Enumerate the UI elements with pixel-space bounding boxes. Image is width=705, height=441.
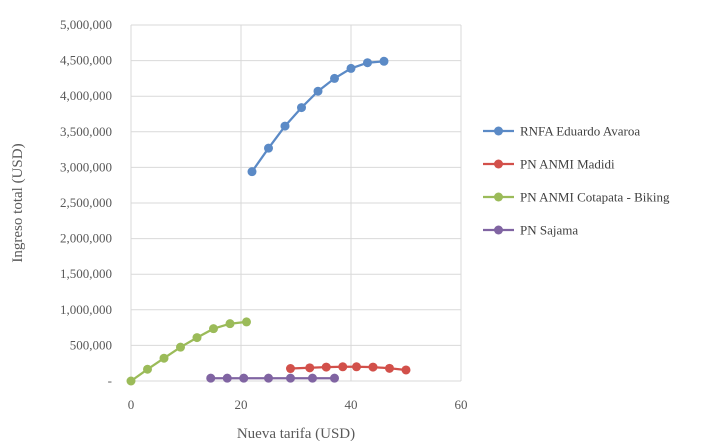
data-point bbox=[330, 73, 339, 83]
data-point bbox=[368, 362, 378, 372]
data-point bbox=[239, 373, 249, 383]
legend-item: PN ANMI Cotapata - Biking bbox=[483, 190, 670, 205]
data-point bbox=[126, 376, 136, 386]
data-point bbox=[225, 319, 235, 329]
data-point bbox=[338, 362, 348, 372]
data-point bbox=[280, 121, 290, 131]
y-tick-label: 500,000 bbox=[70, 337, 112, 352]
y-tick-label: 4,500,000 bbox=[60, 53, 112, 68]
data-point bbox=[264, 373, 273, 383]
series-1 bbox=[286, 362, 411, 375]
y-axis-ticks: - 500,000 1,000,000 1,500,000 2,000,000 2,500… bbox=[60, 17, 112, 388]
data-point bbox=[297, 103, 306, 113]
data-point bbox=[305, 363, 315, 373]
legend-marker bbox=[494, 192, 503, 202]
data-point bbox=[401, 365, 411, 375]
data-point bbox=[330, 373, 339, 383]
series-0 bbox=[247, 56, 389, 177]
x-axis-title: Nueva tarifa (USD) bbox=[237, 426, 355, 441]
series-3 bbox=[206, 373, 339, 383]
y-tick-label: - bbox=[108, 373, 112, 388]
legend-label: PN Sajama bbox=[520, 223, 578, 238]
data-point bbox=[222, 373, 232, 383]
data-point bbox=[159, 353, 169, 363]
y-tick-label: 2,000,000 bbox=[60, 231, 112, 246]
y-tick-label: 1,000,000 bbox=[60, 302, 112, 317]
data-point bbox=[286, 373, 295, 383]
legend-label: PN ANMI Cotapata - Biking bbox=[520, 190, 670, 205]
data-point bbox=[206, 373, 216, 383]
data-point bbox=[379, 56, 389, 66]
legend-marker bbox=[494, 225, 503, 235]
data-point bbox=[286, 364, 295, 374]
y-tick-label: 4,000,000 bbox=[60, 88, 112, 103]
legend-marker bbox=[494, 159, 503, 169]
x-axis-ticks: 0 20 40 60 bbox=[128, 397, 468, 412]
data-point bbox=[352, 362, 361, 372]
y-tick-label: 3,000,000 bbox=[60, 159, 112, 174]
x-tick-label: 20 bbox=[235, 397, 248, 412]
series-line bbox=[251, 60, 385, 173]
legend-item: RNFA Eduardo Avaroa bbox=[483, 124, 640, 139]
x-tick-label: 40 bbox=[345, 397, 358, 412]
data-point bbox=[363, 58, 372, 68]
data-point bbox=[209, 324, 218, 334]
y-tick-label: 2,500,000 bbox=[60, 195, 112, 210]
series-group bbox=[126, 56, 411, 386]
data-point bbox=[321, 362, 331, 372]
y-tick-label: 3,500,000 bbox=[60, 124, 112, 139]
y-tick-label: 5,000,000 bbox=[60, 17, 112, 32]
legend-item: PN Sajama bbox=[483, 223, 578, 238]
data-point bbox=[143, 364, 152, 374]
data-point bbox=[264, 143, 273, 153]
legend-label: PN ANMI Madidi bbox=[520, 157, 615, 172]
x-tick-label: 60 bbox=[455, 397, 468, 412]
series-2 bbox=[126, 317, 251, 386]
gridlines bbox=[130, 24, 462, 382]
data-point bbox=[176, 342, 185, 352]
data-point bbox=[242, 317, 251, 327]
legend-item: PN ANMI Madidi bbox=[483, 157, 615, 172]
y-axis-title: Ingreso total (USD) bbox=[10, 143, 26, 262]
data-point bbox=[308, 373, 317, 383]
data-point bbox=[346, 63, 356, 73]
x-tick-label: 0 bbox=[128, 397, 135, 412]
data-point bbox=[313, 86, 323, 96]
data-point bbox=[247, 167, 257, 177]
data-point bbox=[192, 333, 202, 343]
legend: RNFA Eduardo Avaroa PN ANMI Madidi PN ANMI… bbox=[483, 124, 670, 238]
data-point bbox=[385, 363, 394, 373]
y-tick-label: 1,500,000 bbox=[60, 266, 112, 281]
legend-marker bbox=[494, 126, 503, 136]
legend-label: RNFA Eduardo Avaroa bbox=[520, 124, 640, 139]
